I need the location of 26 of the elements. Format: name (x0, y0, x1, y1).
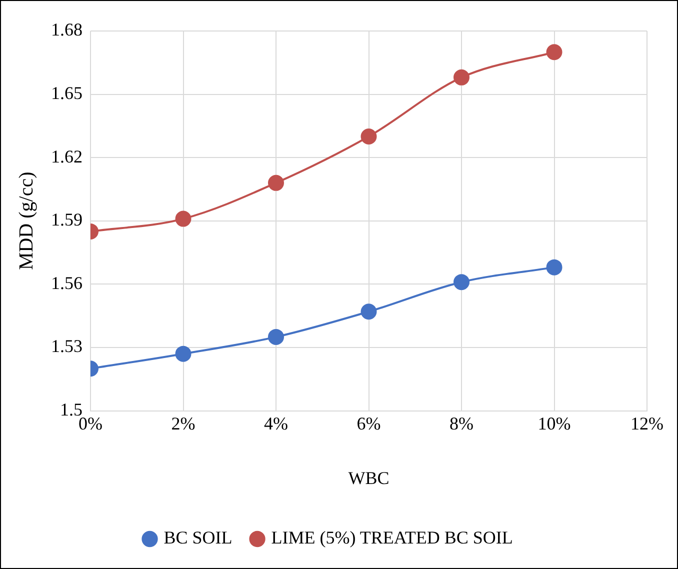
x-tick-label: 2% (171, 413, 196, 434)
point (546, 259, 562, 276)
point (175, 210, 192, 227)
y-tick-label: 1.59 (51, 210, 82, 230)
point (175, 346, 192, 362)
x-axis-title: WBC (348, 468, 390, 488)
legend-label: LIME (5%) TREATED BC SOIL (271, 528, 513, 548)
y-tick-label: 1.53 (51, 336, 82, 356)
y-tick-label: 1.56 (51, 272, 82, 293)
x-tick-label: 8% (450, 413, 474, 434)
point (360, 304, 377, 320)
x-tick-label: 6% (356, 413, 381, 434)
legend-label: BC SOIL (164, 528, 232, 548)
x-tick-label: 12% (630, 413, 664, 434)
y-tick-label: 1.62 (51, 146, 82, 166)
point (454, 274, 470, 290)
point (360, 128, 377, 144)
point (454, 69, 470, 86)
y-axis-title: MDD (g/cc) (15, 172, 38, 270)
y-tick-label: 1.65 (51, 83, 82, 104)
y-tick-label: 1.68 (51, 20, 82, 40)
point (268, 174, 284, 191)
x-tick-label: 10% (538, 413, 571, 434)
point (546, 44, 562, 60)
point (268, 328, 284, 345)
x-tick-label: 4% (264, 413, 288, 434)
